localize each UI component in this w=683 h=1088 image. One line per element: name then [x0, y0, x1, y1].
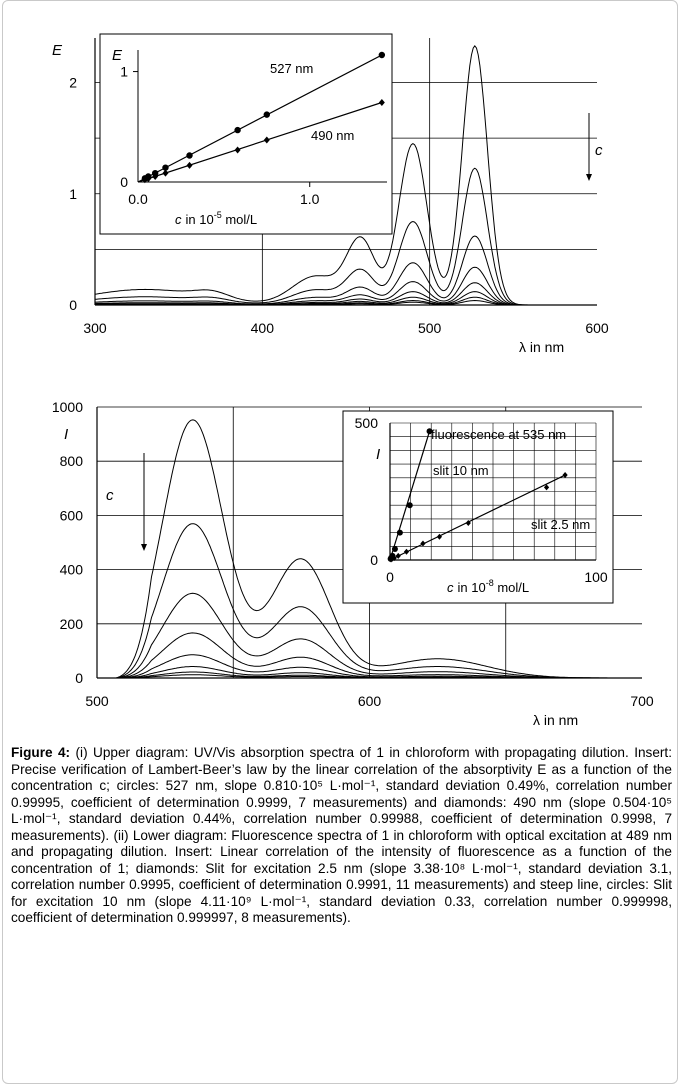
data-point	[406, 502, 413, 509]
data-point	[403, 548, 410, 555]
data-point	[562, 472, 568, 479]
x-tick-label: 500	[85, 693, 109, 709]
data-point	[465, 520, 471, 527]
figure-label: Figure 4:	[11, 745, 71, 760]
data-point	[378, 51, 386, 59]
inset-y-tick-label: 0	[120, 174, 128, 190]
absorption-curve	[94, 167, 597, 306]
data-point	[426, 428, 433, 435]
data-point	[391, 555, 397, 562]
data-point	[186, 152, 193, 159]
x-tick-label: 700	[630, 693, 654, 709]
data-point	[263, 111, 270, 118]
inset-x-tick-label: 1.0	[300, 191, 320, 207]
x-tick-label: 600	[585, 320, 609, 336]
inset-y-label: I	[376, 446, 380, 463]
fluorescence-curve	[97, 523, 615, 679]
figure-caption: Figure 4: (i) Upper diagram: UV/Vis abso…	[11, 745, 672, 927]
y-axis-label: I	[64, 426, 68, 443]
y-tick-label: 0	[75, 670, 83, 686]
inset-y-tick-label: 500	[355, 415, 379, 431]
x-axis-label: λ in nm	[533, 712, 578, 728]
data-point	[186, 161, 193, 169]
x-axis-label: λ in nm	[519, 339, 564, 355]
data-point	[395, 552, 401, 559]
y-tick-label: 1000	[52, 399, 83, 415]
inset-x-label: c in 10-8 mol/L	[447, 578, 529, 595]
x-tick-label: 500	[418, 320, 442, 336]
x-tick-label: 300	[83, 320, 107, 336]
data-point	[436, 533, 443, 540]
data-point	[378, 98, 385, 106]
absorption-curve	[95, 282, 597, 306]
fit-line	[137, 101, 383, 183]
fluorescence-curve	[97, 654, 615, 679]
dilution-arrow	[586, 113, 592, 181]
data-point	[396, 529, 403, 536]
y-tick-label: 200	[60, 616, 84, 632]
arrow-label: c	[106, 487, 114, 504]
absorption-curve	[95, 235, 597, 306]
y-tick-label: 400	[60, 562, 84, 578]
data-point	[420, 540, 426, 547]
arrow-label: c	[595, 142, 603, 159]
y-tick-label: 1	[69, 186, 77, 202]
inset-title: fluorescence at 535 nm	[431, 427, 566, 442]
slit10-label: slit 10 nm	[433, 463, 489, 478]
y-axis-label: E	[52, 42, 63, 59]
data-point	[543, 484, 550, 491]
series-label-527: 527 nm	[270, 61, 313, 76]
y-tick-label: 2	[69, 75, 77, 91]
inset-x-label: c in 10-5 mol/L	[175, 210, 257, 227]
inset-y-tick-label: 0	[370, 552, 378, 568]
y-tick-label: 800	[60, 453, 84, 469]
data-point	[152, 172, 159, 180]
fit-line	[137, 54, 383, 183]
data-point	[162, 169, 169, 177]
data-point	[234, 146, 241, 154]
dilution-arrow	[141, 453, 147, 551]
absorption-curve	[95, 266, 597, 306]
series-label-490: 490 nm	[311, 128, 354, 143]
fluorescence-curve	[97, 632, 615, 679]
inset-y-tick-label: 1	[120, 64, 128, 80]
x-tick-label: 600	[358, 693, 382, 709]
inset-box	[99, 33, 393, 235]
inset-y-label: E	[112, 47, 123, 64]
fit-line	[389, 431, 431, 561]
caption-text: (i) Upper diagram: UV/Vis absorption spe…	[11, 745, 672, 925]
data-point	[145, 175, 152, 183]
absorption-chart: 300 400 500 600 0 1 2 E λ in nm c 0.0 1.0 0 1 E c…	[52, 33, 609, 355]
fit-line	[389, 474, 566, 561]
fluorescence-curve	[97, 419, 615, 679]
data-point	[391, 546, 398, 553]
inset-box	[342, 410, 614, 604]
inset-x-tick-label: 0.0	[128, 191, 148, 207]
slit25-label: slit 2.5 nm	[531, 517, 590, 532]
data-point	[263, 136, 270, 144]
y-tick-label: 600	[60, 507, 84, 523]
data-point	[162, 164, 169, 171]
x-tick-label: 400	[251, 320, 275, 336]
inset-x-tick-label: 0	[386, 569, 394, 585]
y-tick-label: 0	[69, 297, 77, 313]
data-point	[234, 126, 241, 134]
absorption-curve	[94, 44, 597, 306]
fluorescence-curve	[97, 592, 615, 679]
inset-x-tick-label: 100	[584, 569, 608, 585]
